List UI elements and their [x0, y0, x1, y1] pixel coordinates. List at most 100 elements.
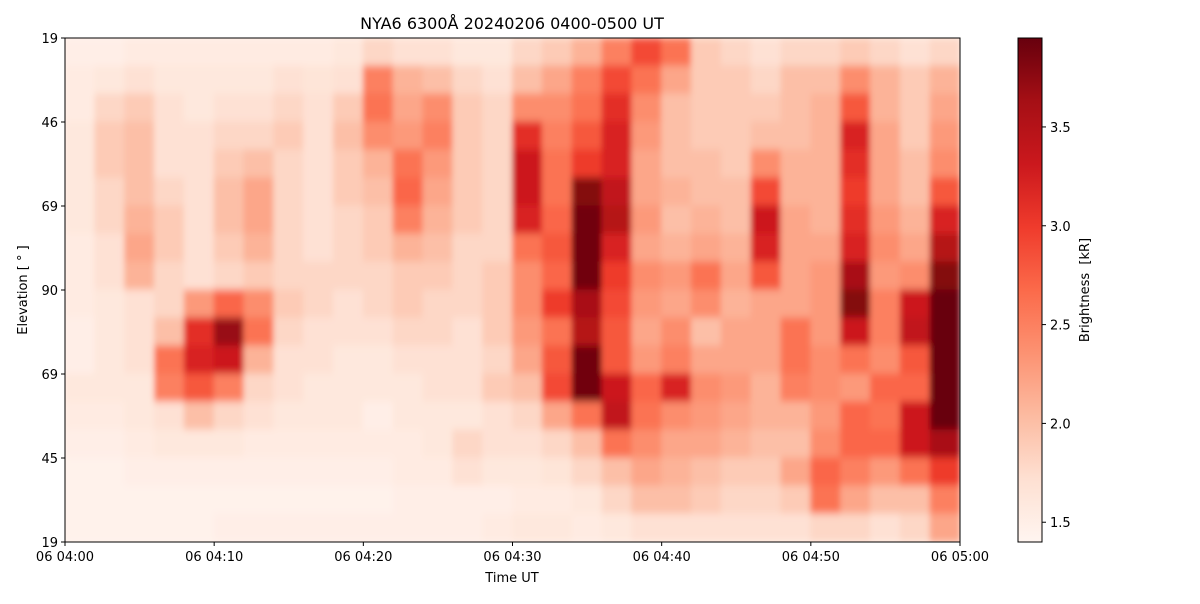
heatmap-cell [94, 205, 126, 235]
heatmap-cell [362, 401, 394, 431]
heatmap-cell [482, 233, 513, 263]
heatmap-cell [243, 289, 275, 319]
heatmap-cell [65, 65, 96, 95]
heatmap-cell [422, 205, 454, 235]
heatmap-cell [750, 261, 782, 291]
heatmap-cell [661, 317, 692, 347]
heatmap-cell [243, 261, 275, 291]
heatmap-cell [482, 177, 513, 207]
heatmap-cell [422, 261, 454, 291]
x-tick-label: 06 04:10 [185, 550, 243, 565]
heatmap-cell [183, 429, 215, 459]
heatmap-cell [362, 93, 394, 123]
heatmap-cell [243, 345, 275, 375]
heatmap-cell [631, 485, 663, 515]
heatmap-cell [154, 261, 185, 291]
heatmap-cell [691, 485, 722, 515]
heatmap-cell [840, 149, 871, 179]
heatmap-cell [65, 149, 96, 179]
heatmap-cell [541, 261, 573, 291]
colorbar-axis: 1.5 2.0 2.5 3.0 3.5 [1042, 121, 1071, 531]
heatmap-cell [840, 233, 871, 263]
heatmap-cell [362, 485, 394, 515]
heatmap-cell [601, 457, 633, 487]
y-tick-label: 69 [41, 368, 58, 383]
heatmap-cell [452, 261, 484, 291]
heatmap-cell [392, 457, 424, 487]
heatmap-cell [124, 457, 155, 487]
heatmap-cell [273, 373, 305, 403]
heatmap-cell [154, 205, 185, 235]
heatmap-cell [124, 233, 155, 263]
heatmap-cell [541, 177, 573, 207]
heatmap-cell [601, 205, 633, 235]
heatmap-cell [124, 177, 155, 207]
heatmap-cell [870, 345, 901, 375]
heatmap-cell [601, 38, 633, 67]
heatmap-cell [780, 38, 812, 67]
heatmap-cell [183, 149, 215, 179]
heatmap-cell [303, 121, 334, 151]
heatmap-cell [750, 177, 782, 207]
heatmap-cell [452, 457, 484, 487]
heatmap-cell [720, 289, 752, 319]
heatmap-cell [94, 233, 126, 263]
heatmap-cell [512, 513, 543, 542]
heatmap-cell [512, 38, 543, 67]
heatmap-cell [154, 121, 185, 151]
heatmap-cell [452, 401, 484, 431]
heatmap-cell [541, 513, 573, 542]
heatmap-cell [899, 38, 931, 67]
heatmap-cell [392, 289, 424, 319]
heatmap-cell [154, 93, 185, 123]
heatmap-cell [661, 93, 692, 123]
heatmap-cell [929, 345, 960, 375]
heatmap-cell [213, 65, 245, 95]
heatmap-cell [94, 121, 126, 151]
heatmap-cell [94, 401, 126, 431]
heatmap-cell [631, 429, 663, 459]
heatmap-cell [94, 429, 126, 459]
heatmap-cell [661, 513, 692, 542]
x-tick-label: 06 04:20 [334, 550, 392, 565]
heatmap-cell [213, 317, 245, 347]
heatmap-cell [213, 373, 245, 403]
heatmap-cell [929, 401, 960, 431]
heatmap-cell [482, 289, 513, 319]
heatmap-cell [661, 373, 692, 403]
heatmap-cell [124, 205, 155, 235]
heatmap-cell [392, 121, 424, 151]
heatmap-cell [601, 373, 633, 403]
heatmap-cell [154, 373, 185, 403]
heatmap-cell [750, 149, 782, 179]
heatmap-cell [243, 485, 275, 515]
heatmap-cell [810, 345, 842, 375]
heatmap-cell [810, 261, 842, 291]
heatmap-cell [303, 261, 334, 291]
heatmap-cell [94, 457, 126, 487]
heatmap-cell [333, 205, 364, 235]
x-tick-label: 06 04:50 [782, 550, 840, 565]
heatmap-cell [482, 513, 513, 542]
heatmap-cell [154, 485, 185, 515]
heatmap-cell [601, 261, 633, 291]
heatmap-cell [780, 65, 812, 95]
heatmap-cell [303, 429, 334, 459]
heatmap-cell [183, 401, 215, 431]
heatmap-cell [362, 38, 394, 67]
heatmap-cell [333, 373, 364, 403]
heatmap-cell [899, 121, 931, 151]
heatmap-cell [661, 289, 692, 319]
heatmap-cell [810, 65, 842, 95]
heatmap-cell [154, 457, 185, 487]
colorbar-tick-label: 3.5 [1050, 121, 1071, 136]
heatmap-cell [303, 205, 334, 235]
heatmap-cell [631, 93, 663, 123]
y-tick-label: 46 [41, 116, 58, 131]
heatmap-cell [691, 289, 722, 319]
heatmap-cell [571, 233, 603, 263]
heatmap-cell [273, 205, 305, 235]
heatmap-cell [482, 65, 513, 95]
heatmap-cell [899, 289, 931, 319]
heatmap-cell [94, 261, 126, 291]
